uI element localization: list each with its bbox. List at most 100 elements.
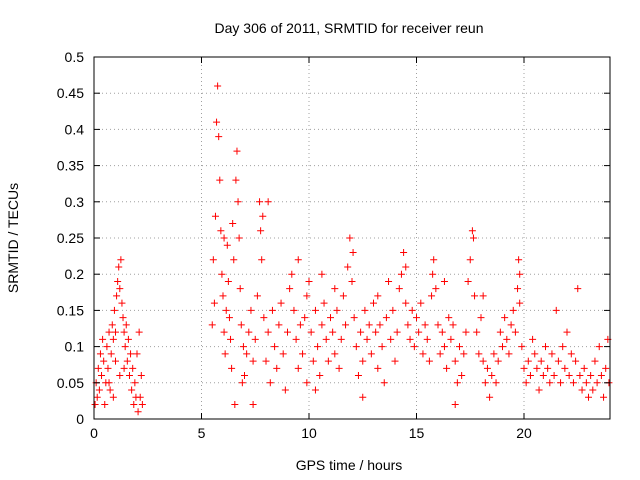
data-point bbox=[108, 321, 116, 329]
data-point bbox=[331, 350, 339, 358]
data-point bbox=[346, 234, 354, 242]
data-point bbox=[135, 328, 143, 336]
data-point bbox=[481, 379, 489, 387]
data-point bbox=[320, 299, 328, 307]
data-point bbox=[354, 372, 362, 380]
y-tick-label: 0 bbox=[76, 411, 84, 427]
data-point bbox=[428, 292, 436, 300]
data-point bbox=[253, 292, 261, 300]
data-point bbox=[546, 379, 554, 387]
data-point bbox=[492, 379, 500, 387]
data-point bbox=[565, 372, 573, 380]
data-point bbox=[402, 299, 410, 307]
data-point bbox=[466, 256, 474, 264]
data-point bbox=[372, 328, 380, 336]
data-point bbox=[413, 314, 420, 322]
data-point bbox=[303, 379, 311, 387]
data-point bbox=[133, 350, 141, 358]
data-point bbox=[535, 386, 543, 394]
x-tick-label: 5 bbox=[198, 425, 206, 441]
data-point bbox=[572, 357, 580, 365]
data-point bbox=[440, 277, 448, 285]
data-point bbox=[387, 335, 395, 343]
data-point bbox=[469, 234, 477, 242]
data-point bbox=[120, 328, 128, 336]
data-point bbox=[271, 343, 279, 351]
data-point bbox=[91, 401, 99, 409]
data-point bbox=[419, 350, 427, 358]
data-point bbox=[138, 401, 146, 409]
data-point bbox=[131, 379, 139, 387]
data-point bbox=[462, 328, 470, 336]
data-point bbox=[124, 335, 132, 343]
data-point bbox=[460, 350, 468, 358]
data-point bbox=[520, 364, 528, 372]
data-point bbox=[327, 314, 334, 322]
y-tick-label: 0.15 bbox=[57, 302, 84, 318]
data-point bbox=[210, 299, 218, 307]
data-point bbox=[249, 401, 257, 409]
data-point bbox=[116, 372, 124, 380]
data-point bbox=[361, 306, 369, 314]
data-point bbox=[220, 328, 228, 336]
data-point bbox=[563, 328, 571, 336]
data-point bbox=[314, 343, 322, 351]
data-point bbox=[309, 357, 317, 365]
data-point bbox=[116, 285, 124, 293]
data-point bbox=[96, 350, 104, 358]
data-point bbox=[109, 335, 117, 343]
data-point bbox=[251, 335, 259, 343]
data-point bbox=[112, 328, 119, 336]
data-point bbox=[279, 350, 287, 358]
data-point bbox=[587, 372, 595, 380]
data-point bbox=[218, 270, 226, 278]
y-tick-label: 0.3 bbox=[65, 194, 85, 210]
data-point bbox=[342, 321, 350, 329]
axis-ticks: 0 5 10 15 20 0 0.05 0.1 0.15 0.2 0.25 0.3 0.35 0.4 0.4… bbox=[57, 49, 610, 441]
data-point bbox=[589, 386, 597, 394]
data-point bbox=[477, 314, 485, 322]
data-point bbox=[359, 393, 367, 401]
data-point bbox=[281, 386, 289, 394]
data-point bbox=[243, 350, 251, 358]
data-point bbox=[597, 372, 605, 380]
data-point bbox=[432, 285, 440, 293]
data-point bbox=[296, 321, 304, 329]
data-points bbox=[91, 82, 613, 416]
data-point bbox=[114, 277, 122, 285]
data-point bbox=[374, 292, 382, 300]
data-point bbox=[118, 299, 126, 307]
data-point bbox=[600, 393, 608, 401]
data-point bbox=[397, 270, 405, 278]
data-point bbox=[329, 328, 337, 336]
data-point bbox=[582, 379, 590, 387]
data-point bbox=[483, 364, 491, 372]
data-point bbox=[318, 270, 326, 278]
data-point bbox=[486, 393, 494, 401]
data-point bbox=[264, 328, 272, 336]
data-point bbox=[430, 256, 438, 264]
data-point bbox=[537, 357, 545, 365]
data-point bbox=[376, 321, 384, 329]
data-point bbox=[122, 321, 130, 329]
x-tick-label: 0 bbox=[90, 425, 98, 441]
data-point bbox=[511, 328, 519, 336]
data-point bbox=[284, 328, 291, 336]
y-tick-label: 0.5 bbox=[65, 49, 85, 65]
data-point bbox=[337, 335, 345, 343]
data-point bbox=[533, 364, 541, 372]
data-point bbox=[363, 335, 371, 343]
data-point bbox=[273, 364, 281, 372]
data-point bbox=[415, 328, 423, 336]
data-point bbox=[113, 292, 121, 300]
y-tick-label: 0.05 bbox=[57, 375, 84, 391]
data-point bbox=[110, 306, 118, 314]
data-point bbox=[221, 350, 229, 358]
data-point bbox=[245, 328, 253, 336]
data-point bbox=[479, 357, 487, 365]
data-point bbox=[496, 328, 504, 336]
data-point bbox=[544, 364, 552, 372]
data-point bbox=[539, 372, 547, 380]
data-point bbox=[591, 357, 599, 365]
